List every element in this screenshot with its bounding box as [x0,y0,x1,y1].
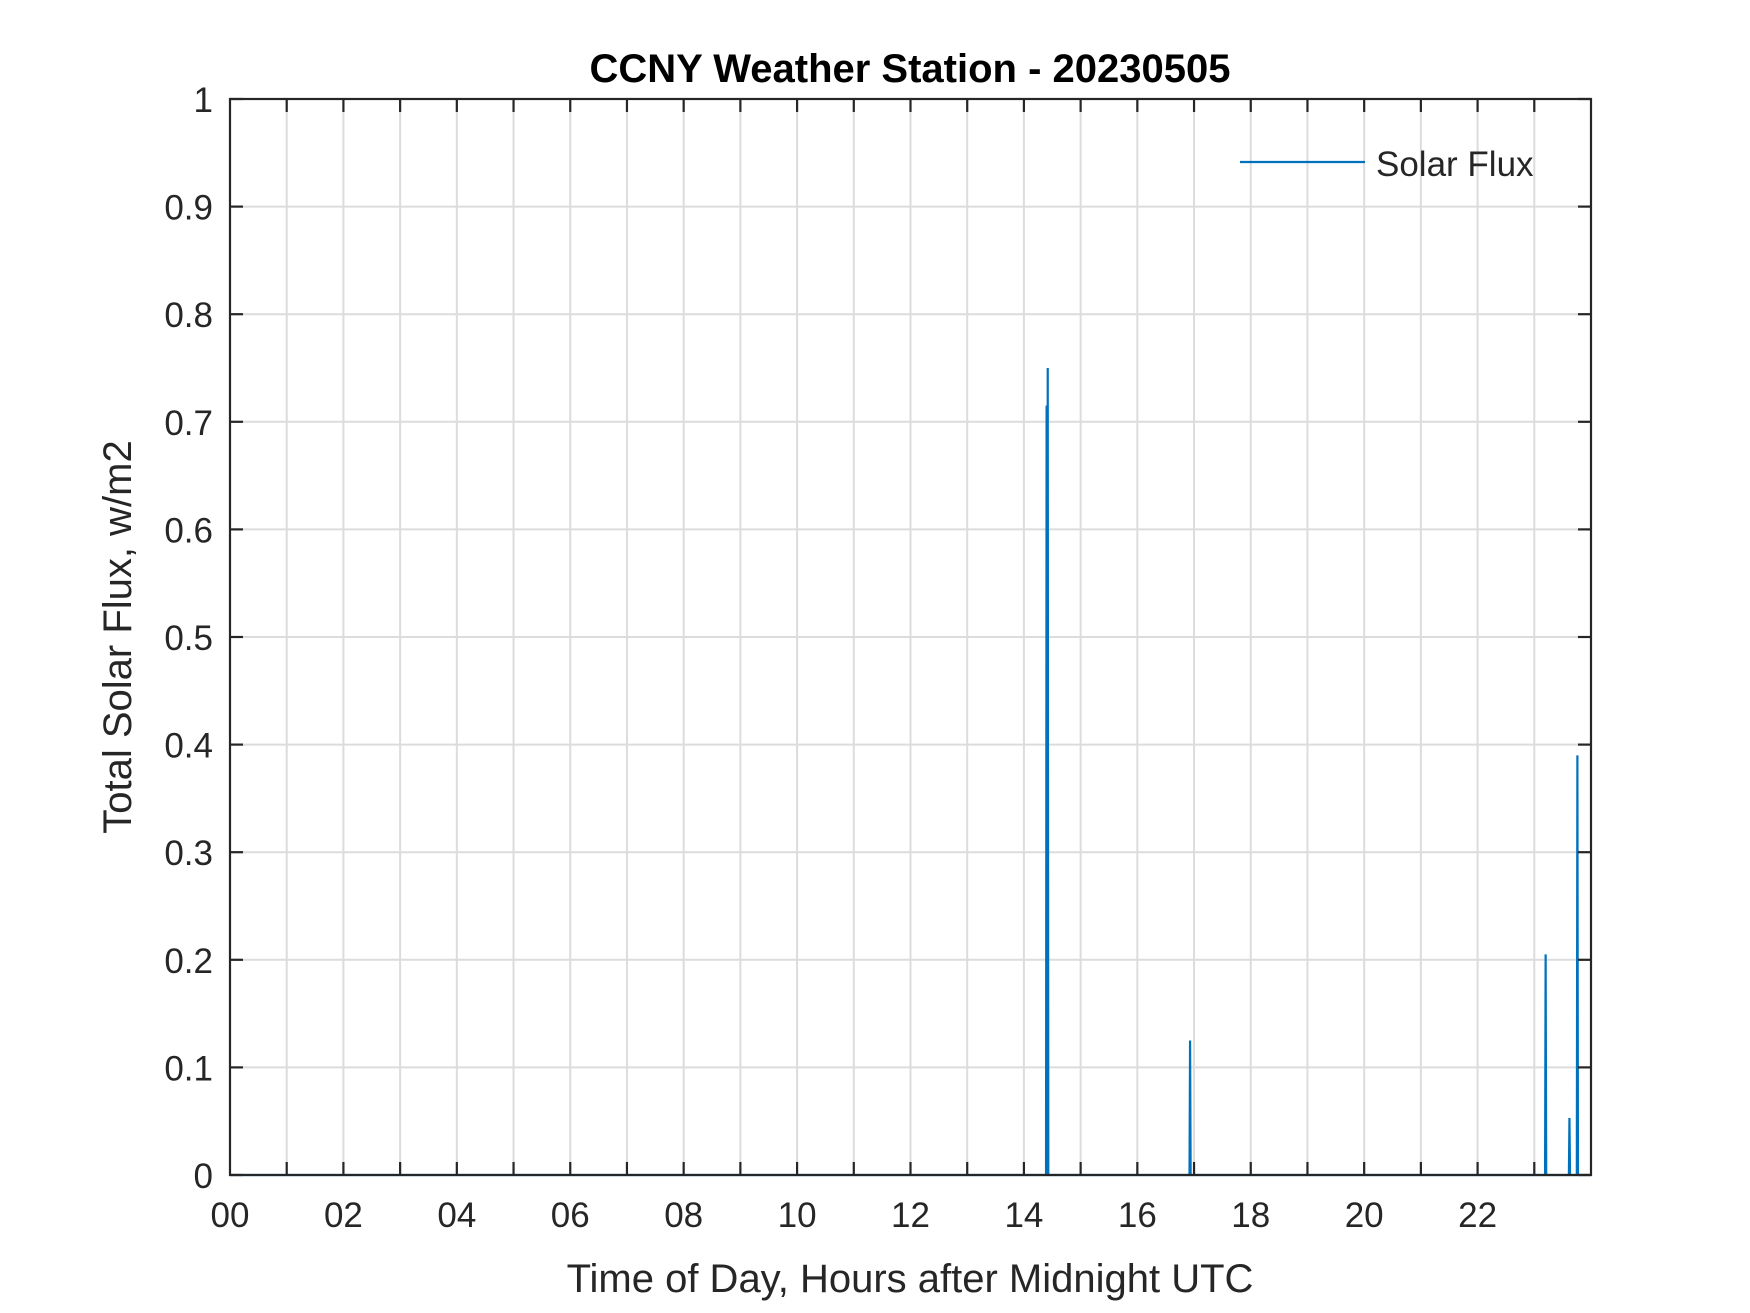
x-tick-label: 06 [551,1196,590,1235]
y-tick-label: 0.8 [164,296,213,335]
y-tick-label: 1 [194,81,213,120]
x-tick-label: 18 [1231,1196,1270,1235]
legend: Solar Flux [1240,145,1534,184]
x-axis-label: Time of Day, Hours after Midnight UTC [567,1257,1254,1301]
x-tick-label: 00 [211,1196,250,1235]
chart-title: CCNY Weather Station - 20230505 [590,47,1231,91]
y-tick-label: 0.7 [164,404,213,443]
x-tick-label: 20 [1345,1196,1384,1235]
y-tick-label: 0.3 [164,834,213,873]
x-tick-label: 08 [664,1196,703,1235]
x-tick-label: 04 [437,1196,476,1235]
x-tick-label: 10 [778,1196,817,1235]
y-tick-label: 0 [194,1157,213,1196]
y-tick-label: 0.2 [164,942,213,981]
x-tick-label: 14 [1004,1196,1043,1235]
y-tick-label: 0.6 [164,511,213,550]
y-tick-label: 0.1 [164,1049,213,1088]
x-tick-label: 16 [1118,1196,1157,1235]
grid [230,99,1591,1175]
x-tick-label: 22 [1458,1196,1497,1235]
y-tick-label: 0.5 [164,619,213,658]
ticks: 0 0.1 0.2 0.3 0.4 0.5 0.6 0.7 0.8 0.9 1 00 02 04 06 08 1… [164,81,1591,1235]
y-tick-label: 0.4 [164,727,213,766]
x-tick-label: 02 [324,1196,363,1235]
y-axis-label: Total Solar Flux, w/m2 [96,440,140,833]
legend-label-solar-flux: Solar Flux [1376,145,1534,184]
x-tick-label: 12 [891,1196,930,1235]
y-tick-label: 0.9 [164,189,213,228]
